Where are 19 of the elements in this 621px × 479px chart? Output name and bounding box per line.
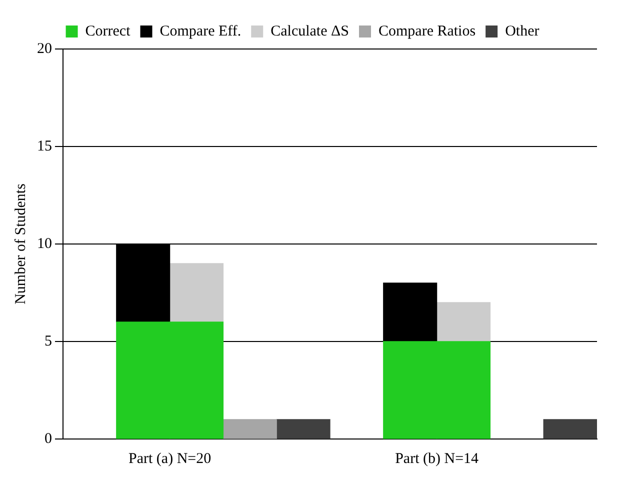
y-tick-label: 20 — [37, 40, 52, 57]
y-axis-title: Number of Students — [12, 183, 29, 304]
legend-label: Compare Eff. — [160, 23, 242, 40]
x-tick-label: Part (b) N=14 — [395, 450, 480, 467]
bar — [276, 419, 330, 439]
bar — [169, 263, 224, 322]
legend-label: Compare Ratios — [378, 23, 476, 40]
y-tick-label: 15 — [37, 138, 52, 154]
legend-label: Calculate ΔS — [270, 23, 350, 40]
legend-label: Correct — [85, 23, 132, 40]
y-tick-label: 10 — [37, 236, 52, 252]
y-tick-label: 5 — [44, 333, 52, 350]
bar — [383, 282, 438, 342]
bar — [543, 419, 597, 439]
bar — [222, 419, 277, 439]
y-tick-label: 0 — [44, 430, 52, 447]
bar — [436, 302, 491, 342]
x-tick-label: Part (a) N=20 — [128, 450, 212, 467]
legend-label: Other — [505, 23, 540, 40]
